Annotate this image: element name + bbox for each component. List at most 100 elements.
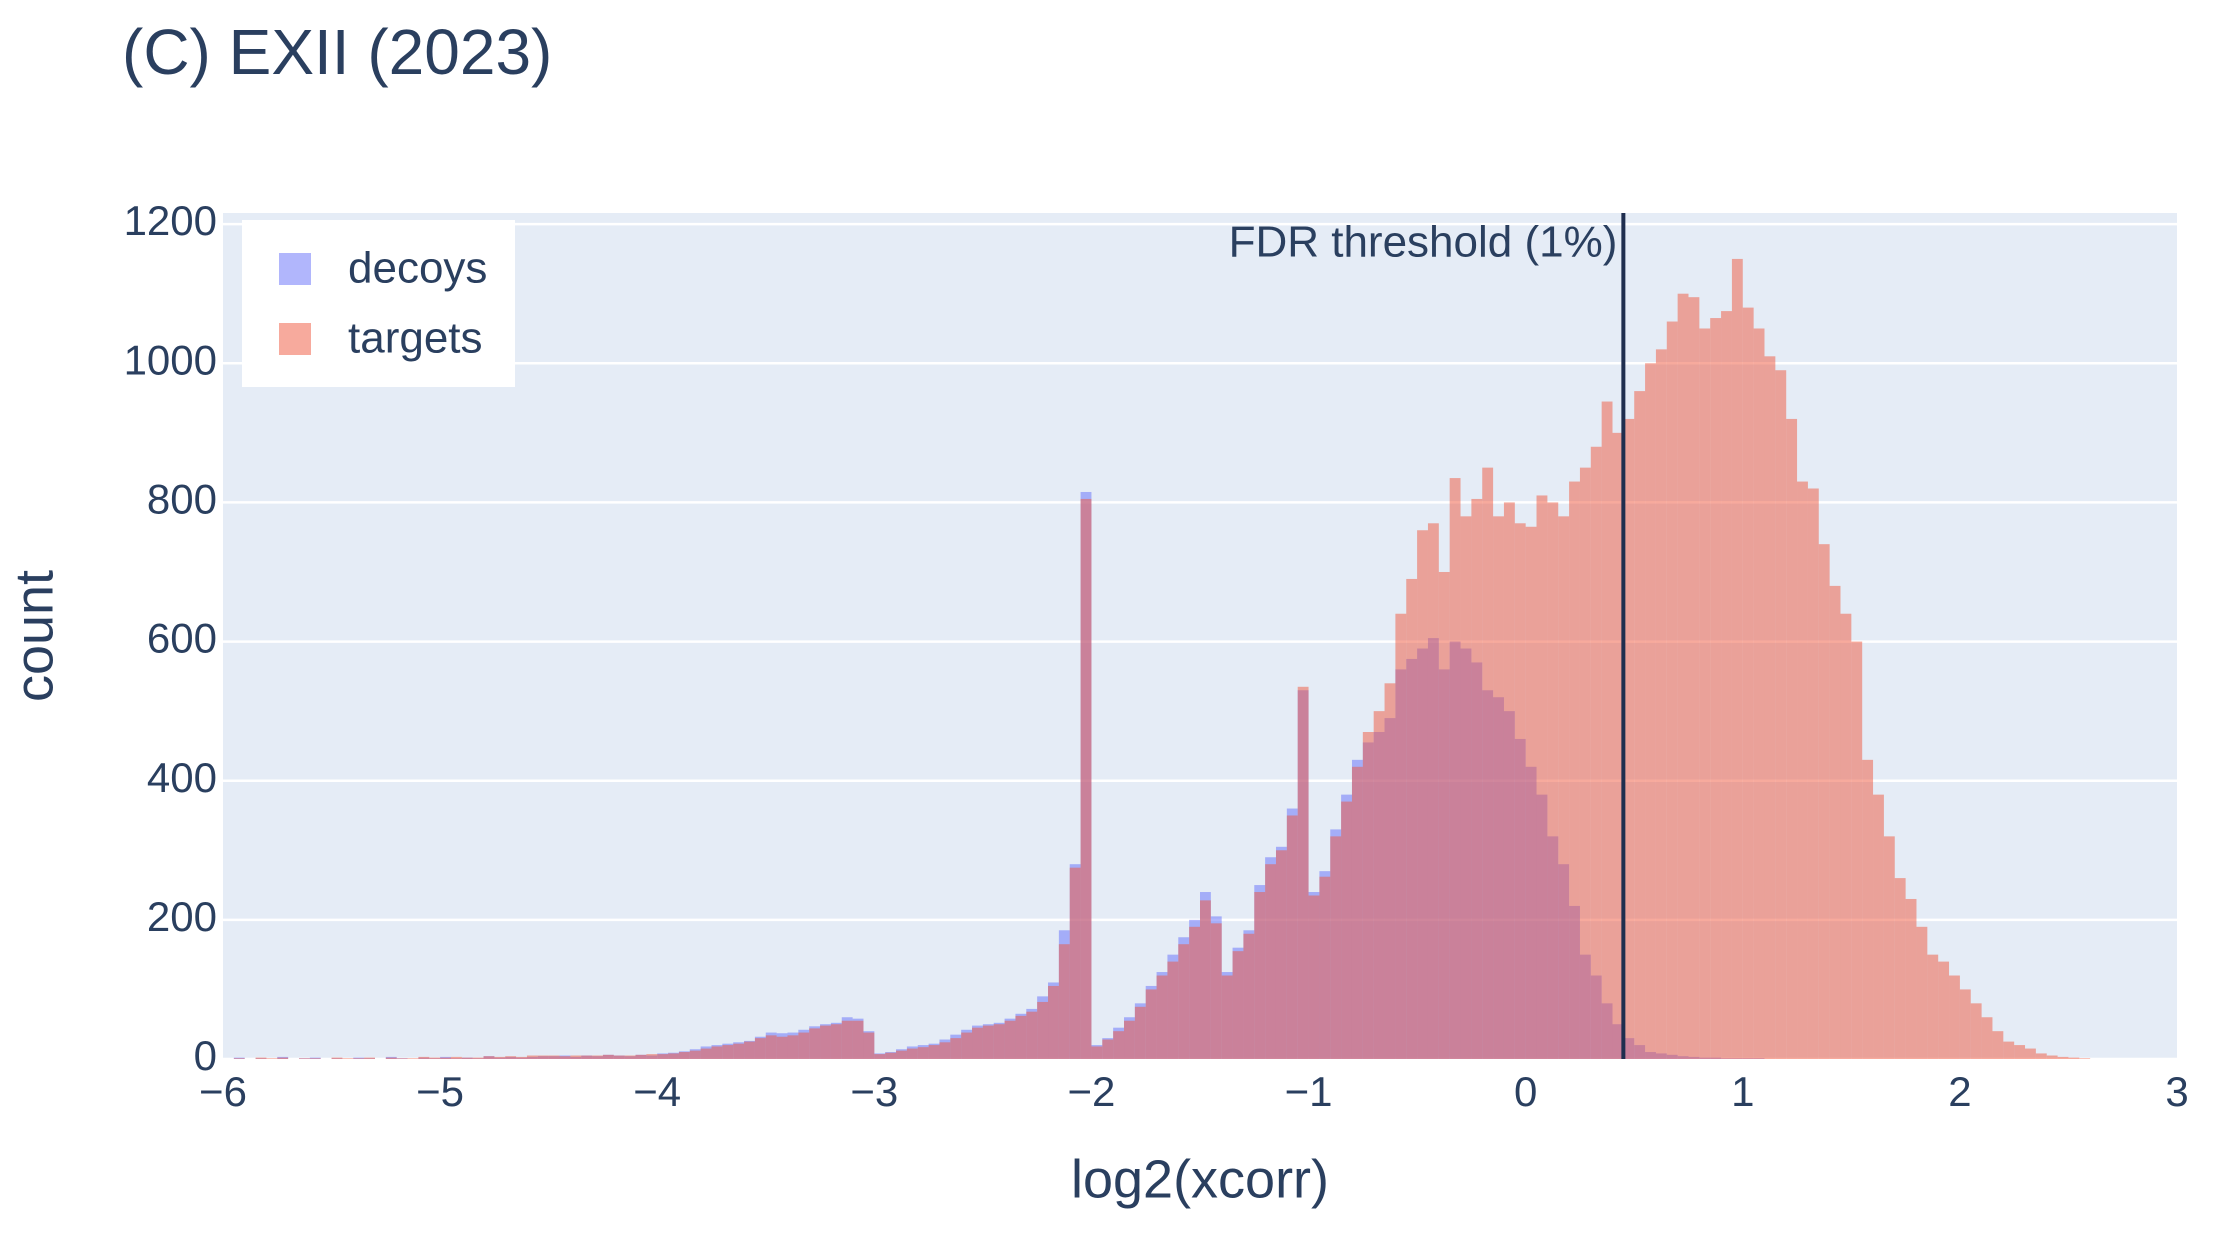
histogram-bar [407,1058,419,1059]
histogram-bar [1134,1006,1146,1059]
histogram-bar [885,1052,897,1059]
x-tick-label: −2 [1067,1068,1115,1115]
histogram-bar [700,1048,712,1059]
histogram-bar [1113,1031,1125,1059]
histogram-bar [733,1043,745,1059]
histogram-bar [1883,836,1895,1059]
histogram-bar [635,1054,647,1059]
histogram-bar [570,1055,582,1059]
x-tick-label: 1 [1731,1068,1754,1115]
histogram-bar [1623,418,1635,1059]
legend-label: decoys [348,244,487,293]
threshold-label: FDR threshold (1%) [1229,218,1618,267]
x-tick-label: −1 [1285,1068,1333,1115]
histogram-bar [592,1055,603,1059]
histogram-bar [1254,892,1266,1059]
histogram-bar [440,1057,451,1059]
histogram-bar [255,1057,267,1059]
histogram-bar [896,1050,907,1059]
histogram-bar [1482,467,1494,1059]
histogram-bar [353,1057,365,1059]
histogram-bar [1514,523,1526,1059]
histogram-bar [1970,1003,1982,1059]
histogram-bar [820,1025,831,1059]
histogram-bar [516,1056,527,1059]
histogram-bar [1037,1001,1049,1059]
histogram-bar [1851,641,1863,1059]
histogram-bar [1091,1046,1103,1059]
histogram-bar [776,1036,788,1059]
histogram-bar [505,1056,517,1059]
histogram-bar [1124,1020,1135,1059]
histogram-bar [602,1054,614,1059]
histogram-bar [765,1035,777,1059]
x-tick-label: 2 [1948,1068,1971,1115]
histogram-bar [1742,307,1754,1059]
histogram-bar [1818,544,1830,1059]
x-tick-label: 3 [2165,1068,2188,1115]
histogram-bar [1069,867,1081,1059]
histogram-bar [1699,328,1711,1060]
histogram-bar [1145,989,1157,1059]
histogram-bar [1026,1011,1038,1059]
histogram-bar [2046,1055,2058,1059]
histogram-bar [798,1032,810,1059]
histogram-bar [1406,578,1418,1059]
histogram-bar [657,1054,669,1059]
histogram-bar [1927,954,1939,1059]
y-tick-label: 400 [147,754,217,801]
histogram-bar [483,1056,495,1059]
histogram-bar [1232,951,1244,1059]
histogram-bar [1959,989,1971,1059]
histogram-bar [1210,923,1222,1059]
histogram-bar [385,1057,397,1059]
histogram-bar [1775,370,1787,1060]
histogram-bar [1981,1017,1993,1059]
y-tick-label: 0 [194,1032,217,1079]
histogram-bar [809,1028,821,1059]
histogram-bar [711,1046,723,1059]
histogram-bar [1427,523,1439,1059]
x-tick-label: −6 [199,1068,247,1115]
histogram-bar [1601,401,1613,1059]
histogram-bar [2079,1058,2091,1059]
histogram-bar [1449,478,1461,1060]
histogram-bar [1330,836,1342,1059]
histogram-bar [668,1053,679,1059]
histogram-bar [581,1055,593,1059]
histogram-bar [754,1038,766,1059]
histogram-bar [1677,293,1689,1059]
histogram-bar [1579,467,1591,1059]
chart-title: (C) EXII (2023) [122,16,552,88]
x-tick-label: 0 [1514,1068,1537,1115]
histogram-bar [874,1054,886,1059]
histogram-bar [1265,864,1276,1059]
histogram-bar [1102,1039,1114,1059]
histogram-bar [1807,488,1819,1059]
overlay: FDR threshold (1%) decoys targets [242,213,1626,1059]
histogram-bar [852,1020,864,1059]
histogram-bar [787,1035,799,1059]
histogram-bar [1666,321,1678,1059]
histogram-bar [917,1047,929,1059]
histogram-bar [1862,759,1874,1059]
histogram-bar [277,1057,289,1059]
histogram-bar [1916,926,1928,1059]
histogram-bar [353,1058,365,1059]
legend-swatch [279,323,311,355]
histogram-bar [1731,258,1743,1060]
histogram-bar [1829,585,1841,1059]
x-tick-label: −4 [633,1068,681,1115]
histogram-bar [928,1045,940,1059]
histogram-bar [982,1025,994,1059]
histogram-bar [1938,961,1950,1059]
histogram-bar [537,1055,549,1059]
histogram-bar [342,1058,354,1059]
histogram-bar [613,1055,625,1059]
histogram-bar [1308,895,1320,1059]
histogram-bar [1840,613,1852,1059]
histogram-bar [396,1058,408,1059]
histogram-bar [841,1020,853,1059]
histogram-bar [1200,900,1211,1059]
histogram-bar [1362,732,1374,1059]
